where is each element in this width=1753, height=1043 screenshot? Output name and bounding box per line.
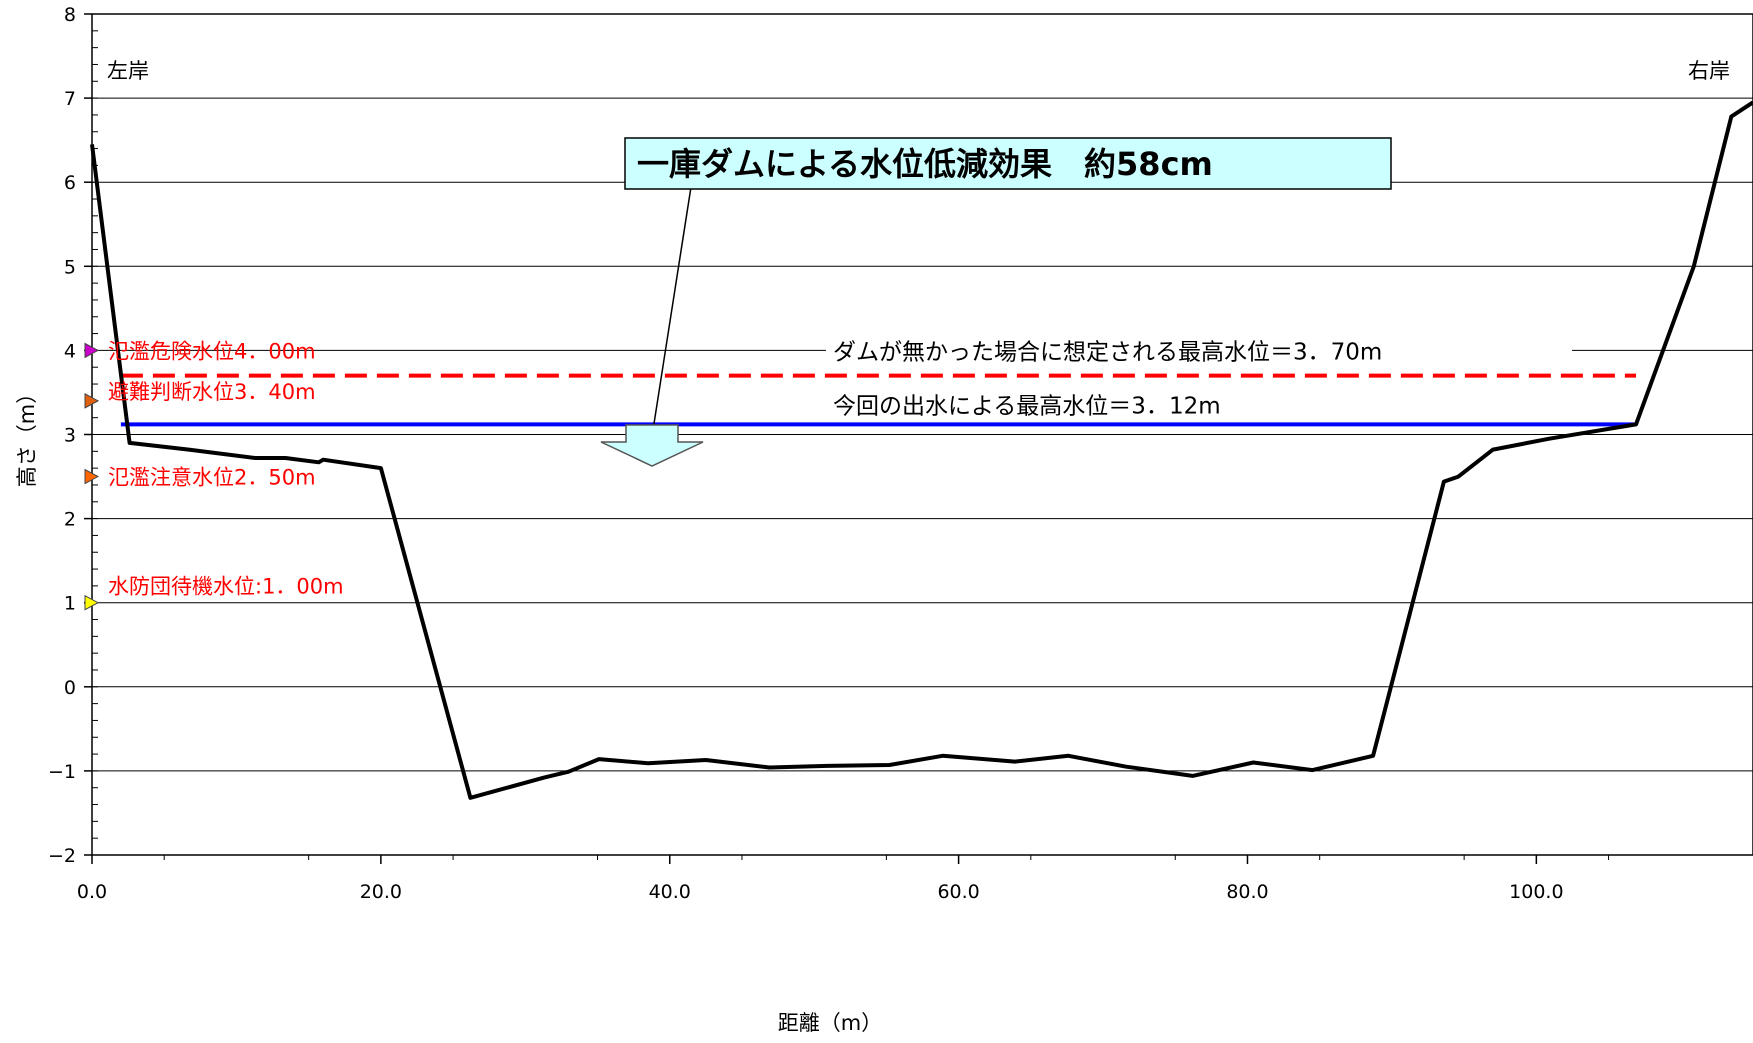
- y-tick-label: 1: [64, 593, 76, 615]
- callout-box: [624, 137, 1392, 190]
- y-axis: 8 7 6 5 4 3 2 1 0 −1 −2: [48, 4, 98, 867]
- actual-max-water-level-label: 今回の出水による最高水位＝3．12m: [833, 393, 1221, 419]
- x-axis-title: 距離（m）: [778, 1011, 882, 1035]
- x-tick-label: 60.0: [937, 881, 979, 903]
- level-label: 避難判断水位3．40m: [108, 380, 316, 404]
- x-tick-label: 80.0: [1226, 881, 1268, 903]
- x-tick-label: 0.0: [77, 881, 107, 903]
- y-tick-label: −1: [48, 761, 76, 783]
- river-cross-section-line: [90, 100, 1753, 800]
- reduction-down-arrow: [600, 424, 704, 467]
- x-axis: 0.0 20.0 40.0 60.0 80.0 100.0: [77, 855, 1610, 903]
- reference-lines: [120, 373, 1637, 427]
- level-marker: [84, 393, 100, 409]
- x-tick-label: 40.0: [649, 881, 691, 903]
- level-label: 氾濫危険水位4．00m: [108, 339, 316, 363]
- y-tick-label: 6: [64, 172, 76, 194]
- y-tick-label: 0: [64, 677, 76, 699]
- y-tick-label: 2: [64, 509, 76, 531]
- level-marker: [84, 468, 100, 485]
- y-tick-label: 4: [64, 340, 76, 362]
- y-tick-label: 8: [64, 4, 76, 26]
- warning-levels: 氾濫危険水位4．00m 避難判断水位3．40m 氾濫注意水位2．50m 水防団待機水位…: [84, 339, 344, 611]
- y-tick-label: 3: [64, 425, 76, 447]
- level-label: 氾濫注意水位2．50m: [108, 466, 316, 490]
- right-bank-label: 右岸: [1688, 59, 1730, 83]
- x-tick-label: 20.0: [360, 881, 402, 903]
- level-marker: [84, 594, 100, 611]
- x-tick-label: 100.0: [1509, 881, 1563, 903]
- y-axis-title: 高さ（m）: [15, 383, 39, 487]
- level-marker: [84, 342, 100, 359]
- y-tick-label: 7: [64, 88, 76, 110]
- left-bank-label: 左岸: [107, 59, 149, 83]
- level-label: 水防団待機水位:1．00m: [108, 575, 344, 599]
- callout-leader-line: [652, 186, 692, 431]
- y-tick-label: −2: [48, 845, 76, 867]
- reference-line-labels: ダムが無かった場合に想定される最高水位＝3．70m 今回の出水による最高水位＝3．…: [826, 333, 1572, 419]
- callout-headline: 一庫ダムによる水位低減効果 約58cm: [637, 145, 1213, 183]
- grid-lines: [92, 97, 1753, 772]
- y-tick-label: 5: [64, 256, 76, 278]
- no-dam-label-background: [826, 333, 1572, 368]
- reduction-callout: 一庫ダムによる水位低減効果 約58cm: [624, 137, 1392, 431]
- no-dam-max-water-level-label: ダムが無かった場合に想定される最高水位＝3．70m: [833, 339, 1382, 365]
